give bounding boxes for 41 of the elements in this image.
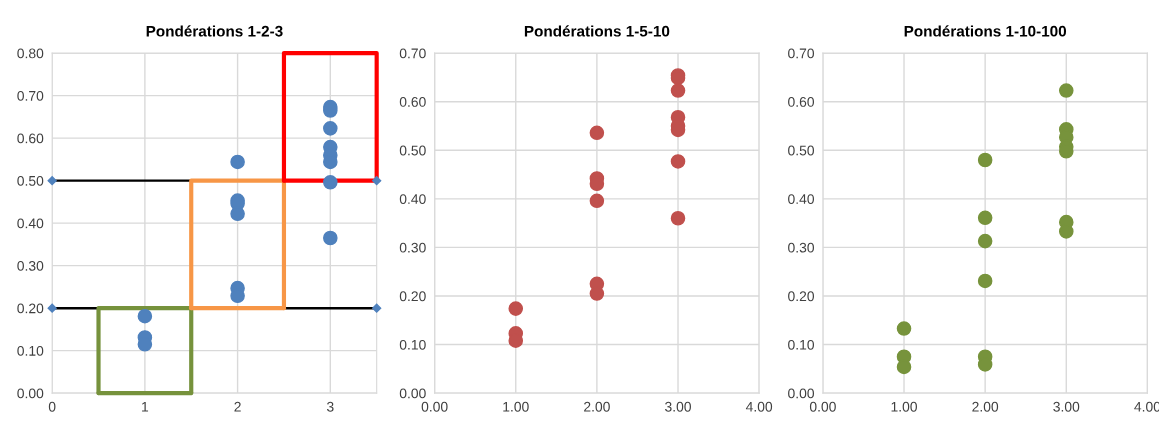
x-tick-label: 2 [234, 401, 241, 412]
x-tick-label: 1.00 [503, 401, 529, 412]
y-tick-label: 0.60 [17, 133, 44, 144]
y-tick-label: 0.00 [17, 388, 44, 399]
x-tick-label: 1.00 [891, 401, 917, 412]
y-tick-label: 0.20 [17, 303, 44, 314]
y-tick-label: 0.20 [399, 291, 426, 302]
y-tick-label: 0.30 [399, 242, 426, 253]
y-tick-label: 0.10 [788, 339, 815, 350]
x-tick-label: 3.00 [665, 401, 691, 412]
y-tick-label: 0.80 [17, 48, 44, 59]
y-tick-label: 0.60 [399, 97, 426, 107]
y-tick-label: 0.40 [17, 218, 44, 229]
x-tick-label: 1 [142, 401, 149, 412]
chart-title: Pondérations 1-10-100 [904, 25, 1067, 37]
y-tick-label: 0.10 [17, 345, 44, 356]
y-tick-label: 0.00 [399, 388, 426, 399]
y-tick-label: 0.40 [399, 194, 426, 205]
y-tick-label: 0.70 [399, 48, 426, 59]
x-tick-label: 0.00 [809, 401, 836, 412]
y-tick-label: 0.60 [788, 97, 815, 107]
x-tick-label: 0 [48, 401, 56, 412]
y-tick-label: 0.30 [17, 260, 44, 271]
y-tick-label: 0.40 [788, 194, 815, 205]
x-tick-label: 3.00 [1053, 401, 1080, 412]
x-tick-label: 3 [326, 401, 334, 412]
x-tick-label: 4.00 [745, 401, 773, 412]
y-tick-label: 0.50 [399, 145, 426, 156]
y-tick-label: 0.30 [788, 242, 815, 253]
y-tick-label: 0.70 [788, 48, 815, 59]
chart-title: Pondérations 1-5-10 [524, 25, 670, 37]
x-tick-label: 2.00 [584, 401, 610, 412]
y-tick-label: 0.10 [399, 339, 426, 350]
y-tick-label: 0.00 [788, 388, 815, 399]
y-tick-label: 0.50 [17, 175, 44, 186]
y-tick-label: 0.20 [788, 291, 815, 302]
y-tick-label: 0.70 [17, 90, 44, 101]
x-tick-label: 0.00 [421, 401, 448, 412]
x-tick-label: 2.00 [972, 401, 999, 412]
y-tick-label: 0.50 [788, 145, 815, 156]
chart-title: Pondérations 1-2-3 [146, 25, 283, 37]
